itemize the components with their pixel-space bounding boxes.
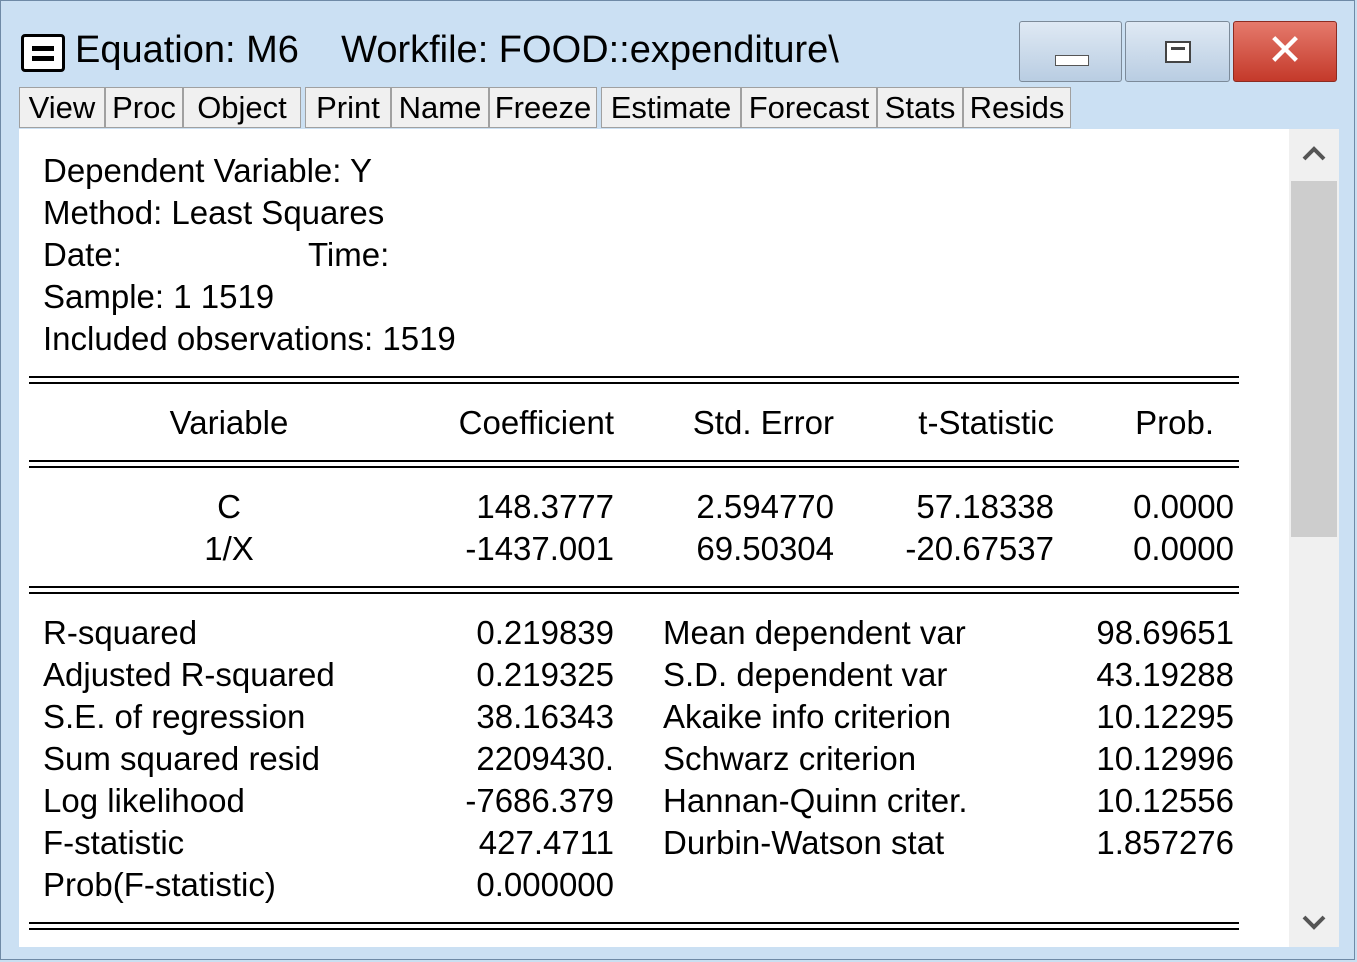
stat-label: F-statistic bbox=[43, 824, 185, 861]
stat-value: 0.219325 bbox=[476, 656, 614, 693]
freeze-button[interactable]: Freeze bbox=[489, 87, 597, 128]
divider bbox=[29, 922, 1239, 930]
stat-value: 98.69651 bbox=[1096, 614, 1234, 651]
date-label: Date: bbox=[43, 236, 122, 273]
table-cell-std-error: 2.594770 bbox=[696, 488, 834, 525]
table-cell-prob: 0.0000 bbox=[1133, 488, 1234, 525]
resids-button[interactable]: Resids bbox=[963, 87, 1071, 128]
minimize-button[interactable] bbox=[1019, 21, 1122, 82]
stat-label: Prob(F-statistic) bbox=[43, 866, 276, 903]
table-cell-variable: C bbox=[217, 488, 241, 525]
stat-label: S.E. of regression bbox=[43, 698, 306, 735]
view-button[interactable]: View bbox=[19, 87, 105, 128]
stat-label: R-squared bbox=[43, 614, 198, 651]
name-button[interactable]: Name bbox=[391, 87, 489, 128]
maximize-icon bbox=[1165, 41, 1191, 63]
proc-button[interactable]: Proc bbox=[105, 87, 183, 128]
stat-value: 43.19288 bbox=[1096, 656, 1234, 693]
stat-value: -7686.379 bbox=[465, 782, 614, 819]
stat-label: Akaike info criterion bbox=[663, 698, 951, 735]
stat-value: 427.4711 bbox=[478, 824, 614, 861]
column-header-t-statistic: t-Statistic bbox=[918, 404, 1054, 441]
time-label: Time: bbox=[308, 236, 390, 273]
stat-value: 10.12556 bbox=[1096, 782, 1234, 819]
estimate-button[interactable]: Estimate bbox=[601, 87, 741, 128]
column-header-variable: Variable bbox=[169, 404, 289, 441]
column-header-coefficient: Coefficient bbox=[458, 404, 614, 441]
chevron-down-icon[interactable] bbox=[1289, 897, 1339, 947]
observations-line: Included observations: 1519 bbox=[43, 320, 456, 357]
table-cell-t-statistic: -20.67537 bbox=[905, 530, 1054, 567]
column-header-prob: Prob. bbox=[1135, 404, 1214, 441]
table-cell-t-statistic: 57.18338 bbox=[916, 488, 1054, 525]
stat-value: 10.12996 bbox=[1096, 740, 1234, 777]
stat-label: Log likelihood bbox=[43, 782, 245, 819]
stat-label: Mean dependent var bbox=[663, 614, 966, 651]
stat-label: S.D. dependent var bbox=[663, 656, 948, 693]
divider bbox=[29, 376, 1239, 384]
scrollbar-thumb[interactable] bbox=[1291, 181, 1337, 537]
dependent-variable-line: Dependent Variable: Y bbox=[43, 152, 373, 189]
vertical-scrollbar[interactable] bbox=[1289, 129, 1339, 947]
table-cell-prob: 0.0000 bbox=[1133, 530, 1234, 567]
method-line: Method: Least Squares bbox=[43, 194, 385, 231]
stat-label: Durbin-Watson stat bbox=[663, 824, 945, 861]
sample-line: Sample: 1 1519 bbox=[43, 278, 275, 315]
stat-label: Adjusted R-squared bbox=[43, 656, 335, 693]
close-icon: ✕ bbox=[1266, 26, 1304, 75]
stat-value: 38.16343 bbox=[476, 698, 614, 735]
divider bbox=[29, 586, 1239, 594]
maximize-button[interactable] bbox=[1125, 21, 1230, 82]
stats-button[interactable]: Stats bbox=[877, 87, 963, 128]
stat-label: Hannan-Quinn criter. bbox=[663, 782, 968, 819]
stat-value: 0.219839 bbox=[476, 614, 614, 651]
object-button[interactable]: Object bbox=[183, 87, 301, 128]
minimize-icon bbox=[1055, 55, 1089, 66]
stat-value: 1.857276 bbox=[1096, 824, 1234, 861]
stat-value: 2209430. bbox=[476, 740, 614, 777]
forecast-button[interactable]: Forecast bbox=[741, 87, 877, 128]
table-cell-variable: 1/X bbox=[204, 530, 254, 567]
toolbar: View Proc Object Print Name Freeze Estim… bbox=[19, 87, 1339, 129]
output-pane: Dependent Variable: Y Method: Least Squa… bbox=[19, 129, 1289, 947]
window-title: Equation: M6 Workfile: FOOD::expenditure… bbox=[75, 29, 839, 71]
divider bbox=[29, 460, 1239, 468]
stat-label: Schwarz criterion bbox=[663, 740, 917, 777]
table-cell-std-error: 69.50304 bbox=[696, 530, 834, 567]
title-bar[interactable]: Equation: M6 Workfile: FOOD::expenditure… bbox=[1, 1, 1356, 87]
stat-value: 0.000000 bbox=[476, 866, 614, 903]
table-cell-coefficient: -1437.001 bbox=[465, 530, 614, 567]
stat-label: Sum squared resid bbox=[43, 740, 320, 777]
stat-value: 10.12295 bbox=[1096, 698, 1234, 735]
chevron-up-icon[interactable] bbox=[1289, 129, 1339, 179]
column-header-std-error: Std. Error bbox=[692, 404, 834, 441]
table-cell-coefficient: 148.3777 bbox=[476, 488, 614, 525]
window-menu-icon[interactable] bbox=[21, 34, 65, 72]
close-button[interactable]: ✕ bbox=[1233, 21, 1337, 82]
print-button[interactable]: Print bbox=[305, 87, 391, 128]
